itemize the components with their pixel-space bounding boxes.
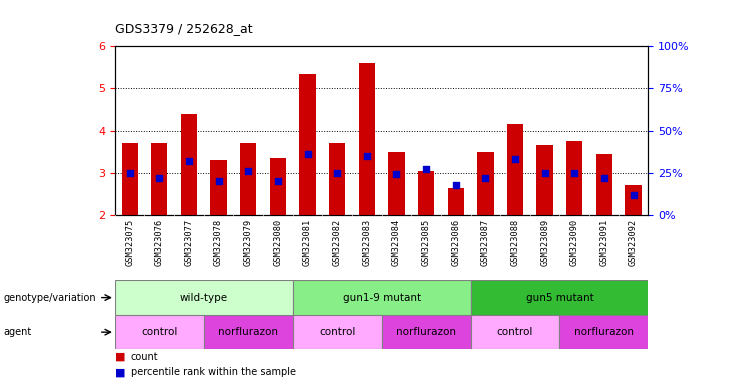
Bar (596, 154, 612, 215)
Point (391, 171, 402, 177)
Text: percentile rank within the sample: percentile rank within the sample (131, 367, 296, 377)
Text: gun5 mutant: gun5 mutant (525, 293, 594, 303)
Text: GSM323091: GSM323091 (599, 218, 608, 266)
Point (361, 153, 373, 159)
Bar (115, 315, 204, 349)
Text: ■: ■ (115, 352, 125, 362)
Bar (418, 170, 434, 215)
Point (213, 178, 225, 184)
Text: norflurazon: norflurazon (396, 327, 456, 337)
Bar (566, 141, 582, 215)
Text: gun1-9 mutant: gun1-9 mutant (342, 293, 421, 303)
Text: GSM323080: GSM323080 (273, 218, 282, 266)
Text: count: count (131, 352, 159, 362)
Text: norflurazon: norflurazon (219, 327, 278, 337)
Text: GSM323084: GSM323084 (392, 218, 401, 266)
Text: control: control (319, 327, 356, 337)
Bar (507, 124, 523, 215)
Text: GSM323081: GSM323081 (303, 218, 312, 266)
Text: GSM323089: GSM323089 (540, 218, 549, 266)
Point (183, 158, 195, 164)
Text: GSM323085: GSM323085 (422, 218, 431, 266)
Bar (293, 315, 382, 349)
Bar (471, 280, 648, 315)
Bar (181, 114, 197, 215)
Text: GSM323083: GSM323083 (362, 218, 371, 266)
Bar (299, 73, 316, 215)
Text: control: control (141, 327, 178, 337)
Text: GSM323075: GSM323075 (125, 218, 134, 266)
Text: GSM323088: GSM323088 (511, 218, 519, 266)
Point (450, 182, 462, 188)
Text: wild-type: wild-type (180, 293, 227, 303)
Text: GSM323087: GSM323087 (481, 218, 490, 266)
Bar (536, 145, 553, 215)
Text: agent: agent (4, 327, 32, 337)
Bar (359, 63, 375, 215)
Text: genotype/variation: genotype/variation (4, 293, 96, 303)
Bar (293, 280, 471, 315)
Point (153, 175, 165, 181)
Text: GSM323076: GSM323076 (155, 218, 164, 266)
Point (509, 156, 521, 162)
Text: GSM323077: GSM323077 (185, 218, 193, 266)
Point (272, 178, 284, 184)
Text: GSM323090: GSM323090 (570, 218, 579, 266)
Bar (115, 280, 293, 315)
Point (598, 175, 610, 181)
Point (568, 170, 580, 176)
Text: GSM323079: GSM323079 (244, 218, 253, 266)
Bar (477, 152, 494, 215)
Bar (559, 315, 648, 349)
Bar (270, 158, 286, 215)
Bar (448, 187, 464, 215)
Bar (210, 160, 227, 215)
Text: GDS3379 / 252628_at: GDS3379 / 252628_at (115, 22, 253, 35)
Text: GSM323092: GSM323092 (629, 218, 638, 266)
Point (420, 166, 432, 172)
Point (302, 151, 313, 157)
Bar (382, 315, 471, 349)
Text: GSM323086: GSM323086 (451, 218, 460, 266)
Point (331, 170, 343, 176)
Point (539, 170, 551, 176)
Text: GSM323082: GSM323082 (333, 218, 342, 266)
Bar (625, 185, 642, 215)
Bar (471, 315, 559, 349)
Bar (151, 143, 167, 215)
Point (124, 170, 136, 176)
Bar (388, 152, 405, 215)
Point (628, 192, 639, 198)
Bar (122, 143, 138, 215)
Text: GSM323078: GSM323078 (214, 218, 223, 266)
Text: norflurazon: norflurazon (574, 327, 634, 337)
Bar (204, 315, 293, 349)
Bar (329, 143, 345, 215)
Point (242, 168, 254, 174)
Text: ■: ■ (115, 367, 125, 377)
Bar (240, 143, 256, 215)
Point (479, 175, 491, 181)
Text: control: control (496, 327, 534, 337)
